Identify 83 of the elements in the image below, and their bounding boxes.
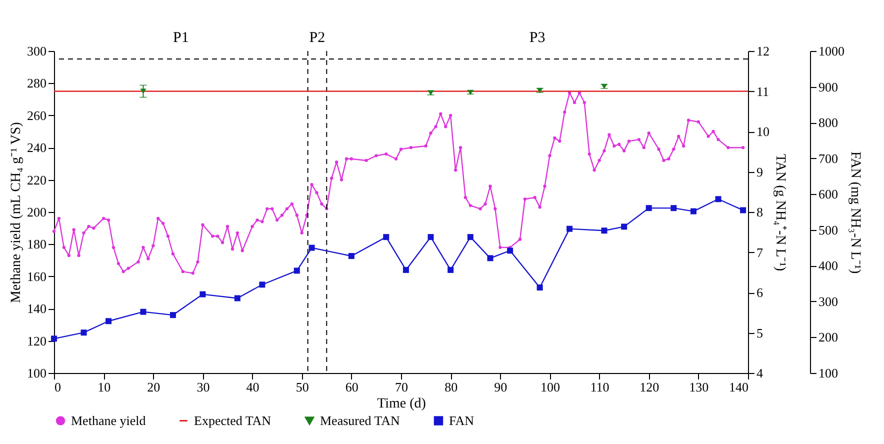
- point: [383, 234, 390, 240]
- y3-tick-label: 400: [818, 258, 838, 274]
- text: P1: [172, 30, 189, 46]
- x-tick-label: 30: [196, 380, 210, 394]
- y3-tick-label: 500: [818, 222, 838, 238]
- y-tick-label: 240: [27, 140, 46, 156]
- y-tick-label: 200: [27, 204, 46, 220]
- x-tick-label: 20: [147, 380, 160, 394]
- y3-axis-title: FAN (mg NH₃-N L⁻¹): [848, 151, 862, 274]
- point: [200, 291, 206, 298]
- point: [348, 253, 354, 260]
- legend-label: FAN: [449, 412, 475, 428]
- x-tick-label: 130: [689, 380, 709, 394]
- y2-tick-label: 10: [756, 124, 770, 139]
- x-tick-label: 80: [444, 380, 458, 394]
- y-tick-label: 120: [27, 333, 46, 348]
- x-tick-label: 110: [590, 380, 610, 394]
- legend-label: Expected TAN: [194, 412, 272, 428]
- point: [621, 224, 628, 230]
- y-tick-label: 100: [27, 366, 46, 380]
- y3-tick-label: 1000: [818, 44, 844, 58]
- x-tick-label: 90: [494, 380, 508, 394]
- y3-tick-label: 100: [818, 366, 838, 380]
- x-tick-label: 60: [345, 380, 358, 394]
- x-tick-label: 100: [540, 380, 560, 394]
- y-tick-label: 180: [27, 236, 46, 252]
- point: [601, 228, 608, 234]
- y2-tick-label: 8: [756, 204, 763, 220]
- text: P3: [529, 30, 546, 46]
- point: [690, 208, 696, 214]
- y2-axis-title: TAN (g NH₄⁺-N L⁻¹): [772, 154, 788, 272]
- point: [507, 248, 514, 254]
- text: P2: [309, 30, 326, 46]
- y2-tick-label: 12: [756, 44, 770, 58]
- point: [536, 284, 543, 290]
- x-tick-label: 10: [98, 380, 111, 394]
- y2-tick-label: 11: [756, 84, 770, 99]
- y3-tick-label: 200: [818, 330, 838, 345]
- point: [467, 234, 474, 240]
- point: [234, 295, 240, 302]
- point: [140, 308, 146, 315]
- x-tick-label: 50: [296, 380, 309, 394]
- y-tick-label: 140: [27, 301, 46, 316]
- point: [646, 205, 652, 212]
- y-tick-label: 260: [27, 108, 46, 123]
- point: [80, 330, 87, 336]
- y-axis-title: Methane yield (mL CH₄ g⁻¹ VS): [9, 122, 24, 303]
- point: [715, 196, 722, 202]
- y3-tick-label: 800: [818, 115, 838, 130]
- legend-label: Measured TAN: [320, 412, 401, 428]
- x-tick-label: 0: [54, 380, 61, 394]
- y3-tick-label: 700: [818, 150, 838, 166]
- point: [740, 207, 746, 214]
- x-tick-label: 40: [246, 380, 260, 394]
- y-tick-label: 280: [27, 76, 46, 91]
- y-tick-label: 160: [27, 268, 46, 284]
- point: [428, 234, 434, 240]
- y2-tick-label: 6: [756, 285, 764, 300]
- point: [566, 226, 573, 232]
- y3-tick-label: 900: [818, 79, 838, 94]
- x-tick-label: 140: [729, 380, 748, 394]
- point: [402, 266, 409, 273]
- y3-tick-label: 600: [818, 186, 838, 202]
- point: [259, 282, 266, 288]
- x-axis-title: Time (d): [377, 396, 426, 412]
- y2-tick-label: 4: [756, 366, 764, 380]
- x-tick-label: 70: [395, 380, 408, 394]
- point: [51, 336, 57, 342]
- y2-tick-label: 5: [756, 325, 763, 340]
- y-tick-label: 220: [27, 172, 46, 188]
- y3-tick-label: 300: [818, 294, 838, 309]
- point: [670, 205, 677, 212]
- point: [448, 266, 454, 273]
- point: [308, 244, 315, 251]
- point: [294, 268, 300, 274]
- point: [170, 312, 176, 318]
- point: [487, 255, 494, 262]
- y2-tick-label: 9: [756, 164, 763, 180]
- y-tick-label: 300: [27, 44, 46, 58]
- y2-tick-label: 7: [756, 244, 764, 260]
- legend-label: Methane yield: [71, 412, 146, 428]
- x-tick-label: 120: [640, 380, 660, 394]
- point: [106, 318, 112, 324]
